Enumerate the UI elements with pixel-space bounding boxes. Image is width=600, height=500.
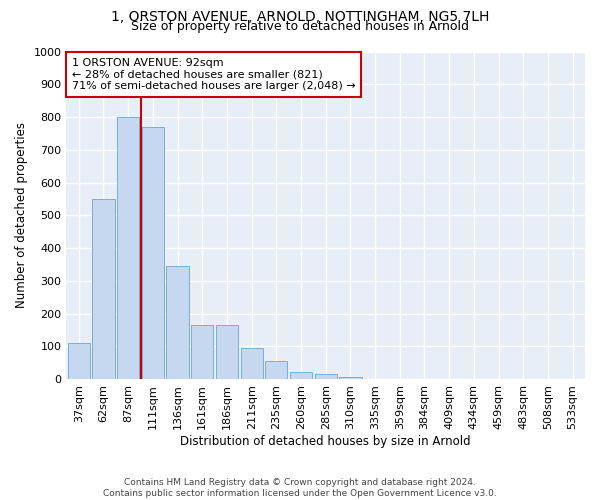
Bar [166,266,188,379]
Bar [216,325,238,379]
Bar [142,127,164,379]
Bar [92,199,115,379]
Text: Contains HM Land Registry data © Crown copyright and database right 2024.
Contai: Contains HM Land Registry data © Crown c… [103,478,497,498]
Bar [339,378,362,379]
Bar [290,372,312,379]
Text: 1 ORSTON AVENUE: 92sqm
← 28% of detached houses are smaller (821)
71% of semi-de: 1 ORSTON AVENUE: 92sqm ← 28% of detached… [71,58,355,92]
Y-axis label: Number of detached properties: Number of detached properties [15,122,28,308]
Bar [68,343,90,379]
Bar [314,374,337,379]
X-axis label: Distribution of detached houses by size in Arnold: Distribution of detached houses by size … [181,434,471,448]
Bar [191,325,214,379]
Text: Size of property relative to detached houses in Arnold: Size of property relative to detached ho… [131,20,469,33]
Bar [117,117,139,379]
Bar [265,361,287,379]
Text: 1, ORSTON AVENUE, ARNOLD, NOTTINGHAM, NG5 7LH: 1, ORSTON AVENUE, ARNOLD, NOTTINGHAM, NG… [111,10,489,24]
Bar [241,348,263,379]
